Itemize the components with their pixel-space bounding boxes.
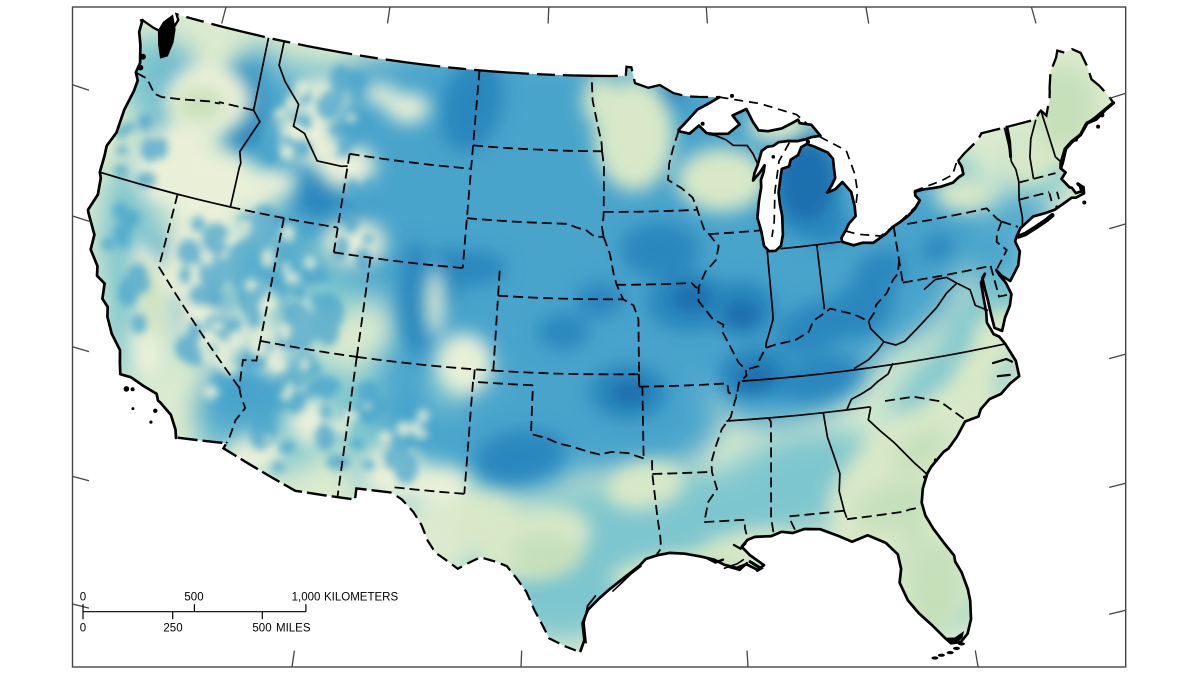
svg-text:500: 500 <box>252 623 271 635</box>
svg-text:250: 250 <box>163 623 182 635</box>
svg-text:1,000: 1,000 <box>292 592 321 604</box>
svg-text:MILES: MILES <box>276 623 311 635</box>
svg-text:0: 0 <box>80 592 86 604</box>
svg-text:500: 500 <box>184 592 203 604</box>
svg-text:0: 0 <box>80 623 86 635</box>
svg-text:KILOMETERS: KILOMETERS <box>324 592 398 604</box>
